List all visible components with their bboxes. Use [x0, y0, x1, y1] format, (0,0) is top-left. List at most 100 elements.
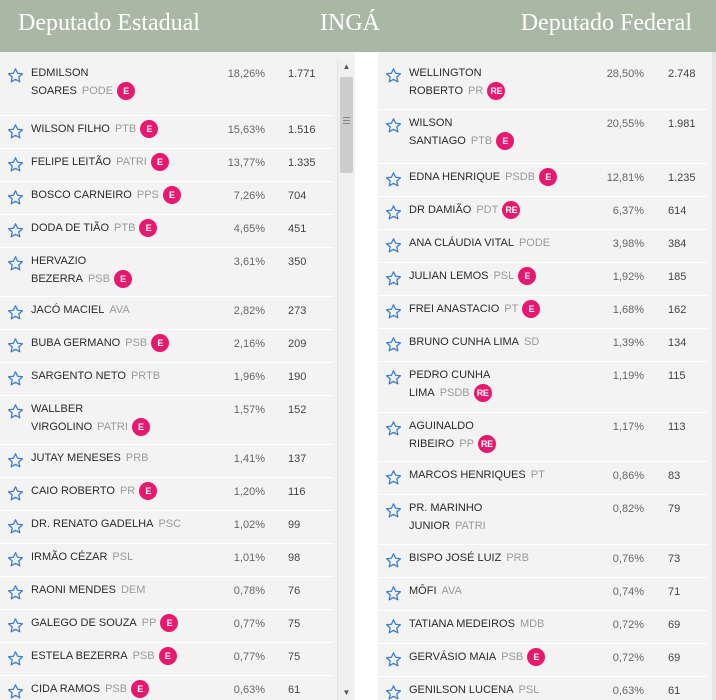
candidate-row[interactable]: EDNA HENRIQUE PSDB E 12,81% 1.235 [378, 164, 708, 197]
star-outline-icon[interactable] [385, 303, 402, 320]
star-outline-icon[interactable] [7, 222, 24, 239]
candidate-row[interactable]: WELLINGTON ROBERTO PR RE 28,50% 2.748 [378, 60, 708, 110]
star-outline-icon[interactable] [385, 469, 402, 486]
candidate-row[interactable]: BOSCO CARNEIRO PPS E 7,26% 704 [0, 182, 333, 215]
candidate-row[interactable]: BUBA GERMANO PSB E 2,16% 209 [0, 330, 333, 363]
candidate-row[interactable]: JUTAY MENESES PRB 1,41% 137 [0, 445, 333, 478]
candidate-row[interactable]: GENILSON LUCENA PSL 0,63% 61 [378, 677, 708, 700]
candidate-name[interactable]: DODA DE TIÃO PTB E [31, 219, 158, 238]
candidate-row[interactable]: TATIANA MEDEIROS MDB 0,72% 69 [378, 611, 708, 644]
candidate-row[interactable]: DODA DE TIÃO PTB E 4,65% 451 [0, 215, 333, 248]
candidate-row[interactable]: BISPO JOSÉ LUIZ PRB 0,76% 73 [378, 545, 708, 578]
star-outline-icon[interactable] [7, 584, 24, 601]
star-outline-icon[interactable] [385, 270, 402, 287]
candidate-row[interactable]: SARGENTO NETO PRTB 1,96% 190 [0, 363, 333, 396]
candidate-row[interactable]: MÔFI AVA 0,74% 71 [378, 578, 708, 611]
candidate-name[interactable]: EDMILSON SOARES PODE E [31, 64, 136, 101]
star-outline-icon[interactable] [385, 336, 402, 353]
estadual-scrollbar[interactable]: ▲ ▼ [337, 60, 354, 700]
candidate-row[interactable]: ESTELA BEZERRA PSB E 0,77% 75 [0, 643, 333, 676]
candidate-row[interactable]: AGUINALDO RIBEIRO PP RE 1,17% 113 [378, 413, 708, 462]
candidate-name[interactable]: MÔFI AVA [409, 582, 462, 600]
star-outline-icon[interactable] [7, 650, 24, 667]
candidate-row[interactable]: WILSON SANTIAGO PTB E 20,55% 1.981 [378, 110, 708, 164]
star-outline-icon[interactable] [385, 585, 402, 602]
candidate-row[interactable]: MARCOS HENRIQUES PT 0,86% 83 [378, 462, 708, 495]
arrow-up-icon[interactable]: ▲ [342, 62, 351, 71]
candidate-row[interactable]: PEDRO CUNHA LIMA PSDB RE 1,19% 115 [378, 362, 708, 413]
candidate-name[interactable]: MARCOS HENRIQUES PT [409, 466, 545, 484]
star-outline-icon[interactable] [385, 67, 402, 84]
star-outline-icon[interactable] [7, 67, 24, 84]
candidate-row[interactable]: PR. MARINHO JUNIOR PATRI 0,82% 79 [378, 495, 708, 545]
candidate-name[interactable]: WELLINGTON ROBERTO PR RE [409, 64, 506, 101]
star-outline-icon[interactable] [385, 369, 402, 386]
star-outline-icon[interactable] [385, 237, 402, 254]
scroll-thumb[interactable] [340, 77, 353, 173]
candidate-name[interactable]: AGUINALDO RIBEIRO PP RE [409, 417, 496, 454]
candidate-name[interactable]: EDNA HENRIQUE PSDB E [409, 168, 558, 187]
star-outline-icon[interactable] [385, 420, 402, 437]
federal-candidate-list[interactable]: WELLINGTON ROBERTO PR RE 28,50% 2.748 WILSON SA… [378, 52, 716, 700]
candidate-row[interactable]: DR DAMIÃO PDT RE 6,37% 614 [378, 197, 708, 230]
star-outline-icon[interactable] [7, 485, 24, 502]
candidate-name[interactable]: SARGENTO NETO PRTB [31, 367, 160, 385]
star-outline-icon[interactable] [7, 337, 24, 354]
star-outline-icon[interactable] [7, 403, 24, 420]
star-outline-icon[interactable] [385, 117, 402, 134]
candidate-row[interactable]: EDMILSON SOARES PODE E 18,26% 1.771 [0, 60, 333, 116]
candidate-row[interactable]: GERVÁSIO MAIA PSB E 0,72% 69 [378, 644, 708, 677]
candidate-name[interactable]: DR. RENATO GADELHA PSC [31, 515, 181, 533]
candidate-name[interactable]: WILSON FILHO PTB E [31, 120, 159, 139]
candidate-name[interactable]: DR DAMIÃO PDT RE [409, 201, 521, 220]
candidate-name[interactable]: FELIPE LEITÃO PATRI E [31, 153, 169, 172]
candidate-row[interactable]: HERVAZIO BEZERRA PSB E 3,61% 350 [0, 248, 333, 297]
candidate-name[interactable]: HERVAZIO BEZERRA PSB E [31, 252, 132, 289]
star-outline-icon[interactable] [7, 683, 24, 700]
candidate-row[interactable]: WILSON FILHO PTB E 15,63% 1.516 [0, 116, 333, 149]
arrow-down-icon[interactable]: ▼ [342, 688, 351, 697]
candidate-name[interactable]: GENILSON LUCENA PSL [409, 681, 539, 699]
candidate-name[interactable]: WALLBER VIRGOLINO PATRI E [31, 400, 150, 437]
candidate-name[interactable]: BUBA GERMANO PSB E [31, 334, 170, 353]
star-outline-icon[interactable] [7, 617, 24, 634]
star-outline-icon[interactable] [7, 255, 24, 272]
star-outline-icon[interactable] [385, 618, 402, 635]
candidate-name[interactable]: IRMÃO CÉZAR PSL [31, 548, 133, 566]
star-outline-icon[interactable] [7, 304, 24, 321]
candidate-name[interactable]: JUTAY MENESES PRB [31, 449, 148, 467]
star-outline-icon[interactable] [7, 156, 24, 173]
candidate-name[interactable]: FREI ANASTACIO PT E [409, 300, 541, 319]
candidate-name[interactable]: ESTELA BEZERRA PSB E [31, 647, 177, 666]
candidate-name[interactable]: GERVÁSIO MAIA PSB E [409, 648, 546, 667]
candidate-name[interactable]: WILSON SANTIAGO PTB E [409, 114, 515, 151]
candidate-row[interactable]: GALEGO DE SOUZA PP E 0,77% 75 [0, 610, 333, 643]
candidate-name[interactable]: JULIAN LEMOS PSL E [409, 267, 537, 286]
candidate-row[interactable]: IRMÃO CÉZAR PSL 1,01% 98 [0, 544, 333, 577]
star-outline-icon[interactable] [7, 518, 24, 535]
candidate-name[interactable]: JACÓ MACIEL AVA [31, 301, 130, 319]
candidate-row[interactable]: ANA CLÁUDIA VITAL PODE 3,98% 384 [378, 230, 708, 263]
candidate-row[interactable]: WALLBER VIRGOLINO PATRI E 1,57% 152 [0, 396, 333, 445]
candidate-name[interactable]: ANA CLÁUDIA VITAL PODE [409, 234, 550, 252]
candidate-name[interactable]: CAIO ROBERTO PR E [31, 482, 158, 501]
candidate-row[interactable]: JULIAN LEMOS PSL E 1,92% 185 [378, 263, 708, 296]
star-outline-icon[interactable] [385, 684, 402, 700]
candidate-row[interactable]: CIDA RAMOS PSB E 0,63% 61 [0, 676, 333, 700]
candidate-row[interactable]: FELIPE LEITÃO PATRI E 13,77% 1.335 [0, 149, 333, 182]
candidate-name[interactable]: TATIANA MEDEIROS MDB [409, 615, 544, 633]
star-outline-icon[interactable] [385, 651, 402, 668]
candidate-name[interactable]: BRUNO CUNHA LIMA SD [409, 333, 539, 351]
star-outline-icon[interactable] [7, 123, 24, 140]
candidate-name[interactable]: PR. MARINHO JUNIOR PATRI [409, 499, 486, 535]
candidate-name[interactable]: GALEGO DE SOUZA PP E [31, 614, 179, 633]
candidate-row[interactable]: RAONI MENDES DEM 0,78% 76 [0, 577, 333, 610]
star-outline-icon[interactable] [7, 370, 24, 387]
star-outline-icon[interactable] [7, 189, 24, 206]
star-outline-icon[interactable] [7, 551, 24, 568]
candidate-row[interactable]: JACÓ MACIEL AVA 2,82% 273 [0, 297, 333, 330]
star-outline-icon[interactable] [385, 171, 402, 188]
candidate-row[interactable]: DR. RENATO GADELHA PSC 1,02% 99 [0, 511, 333, 544]
candidate-row[interactable]: BRUNO CUNHA LIMA SD 1,39% 134 [378, 329, 708, 362]
candidate-name[interactable]: PEDRO CUNHA LIMA PSDB RE [409, 366, 492, 403]
